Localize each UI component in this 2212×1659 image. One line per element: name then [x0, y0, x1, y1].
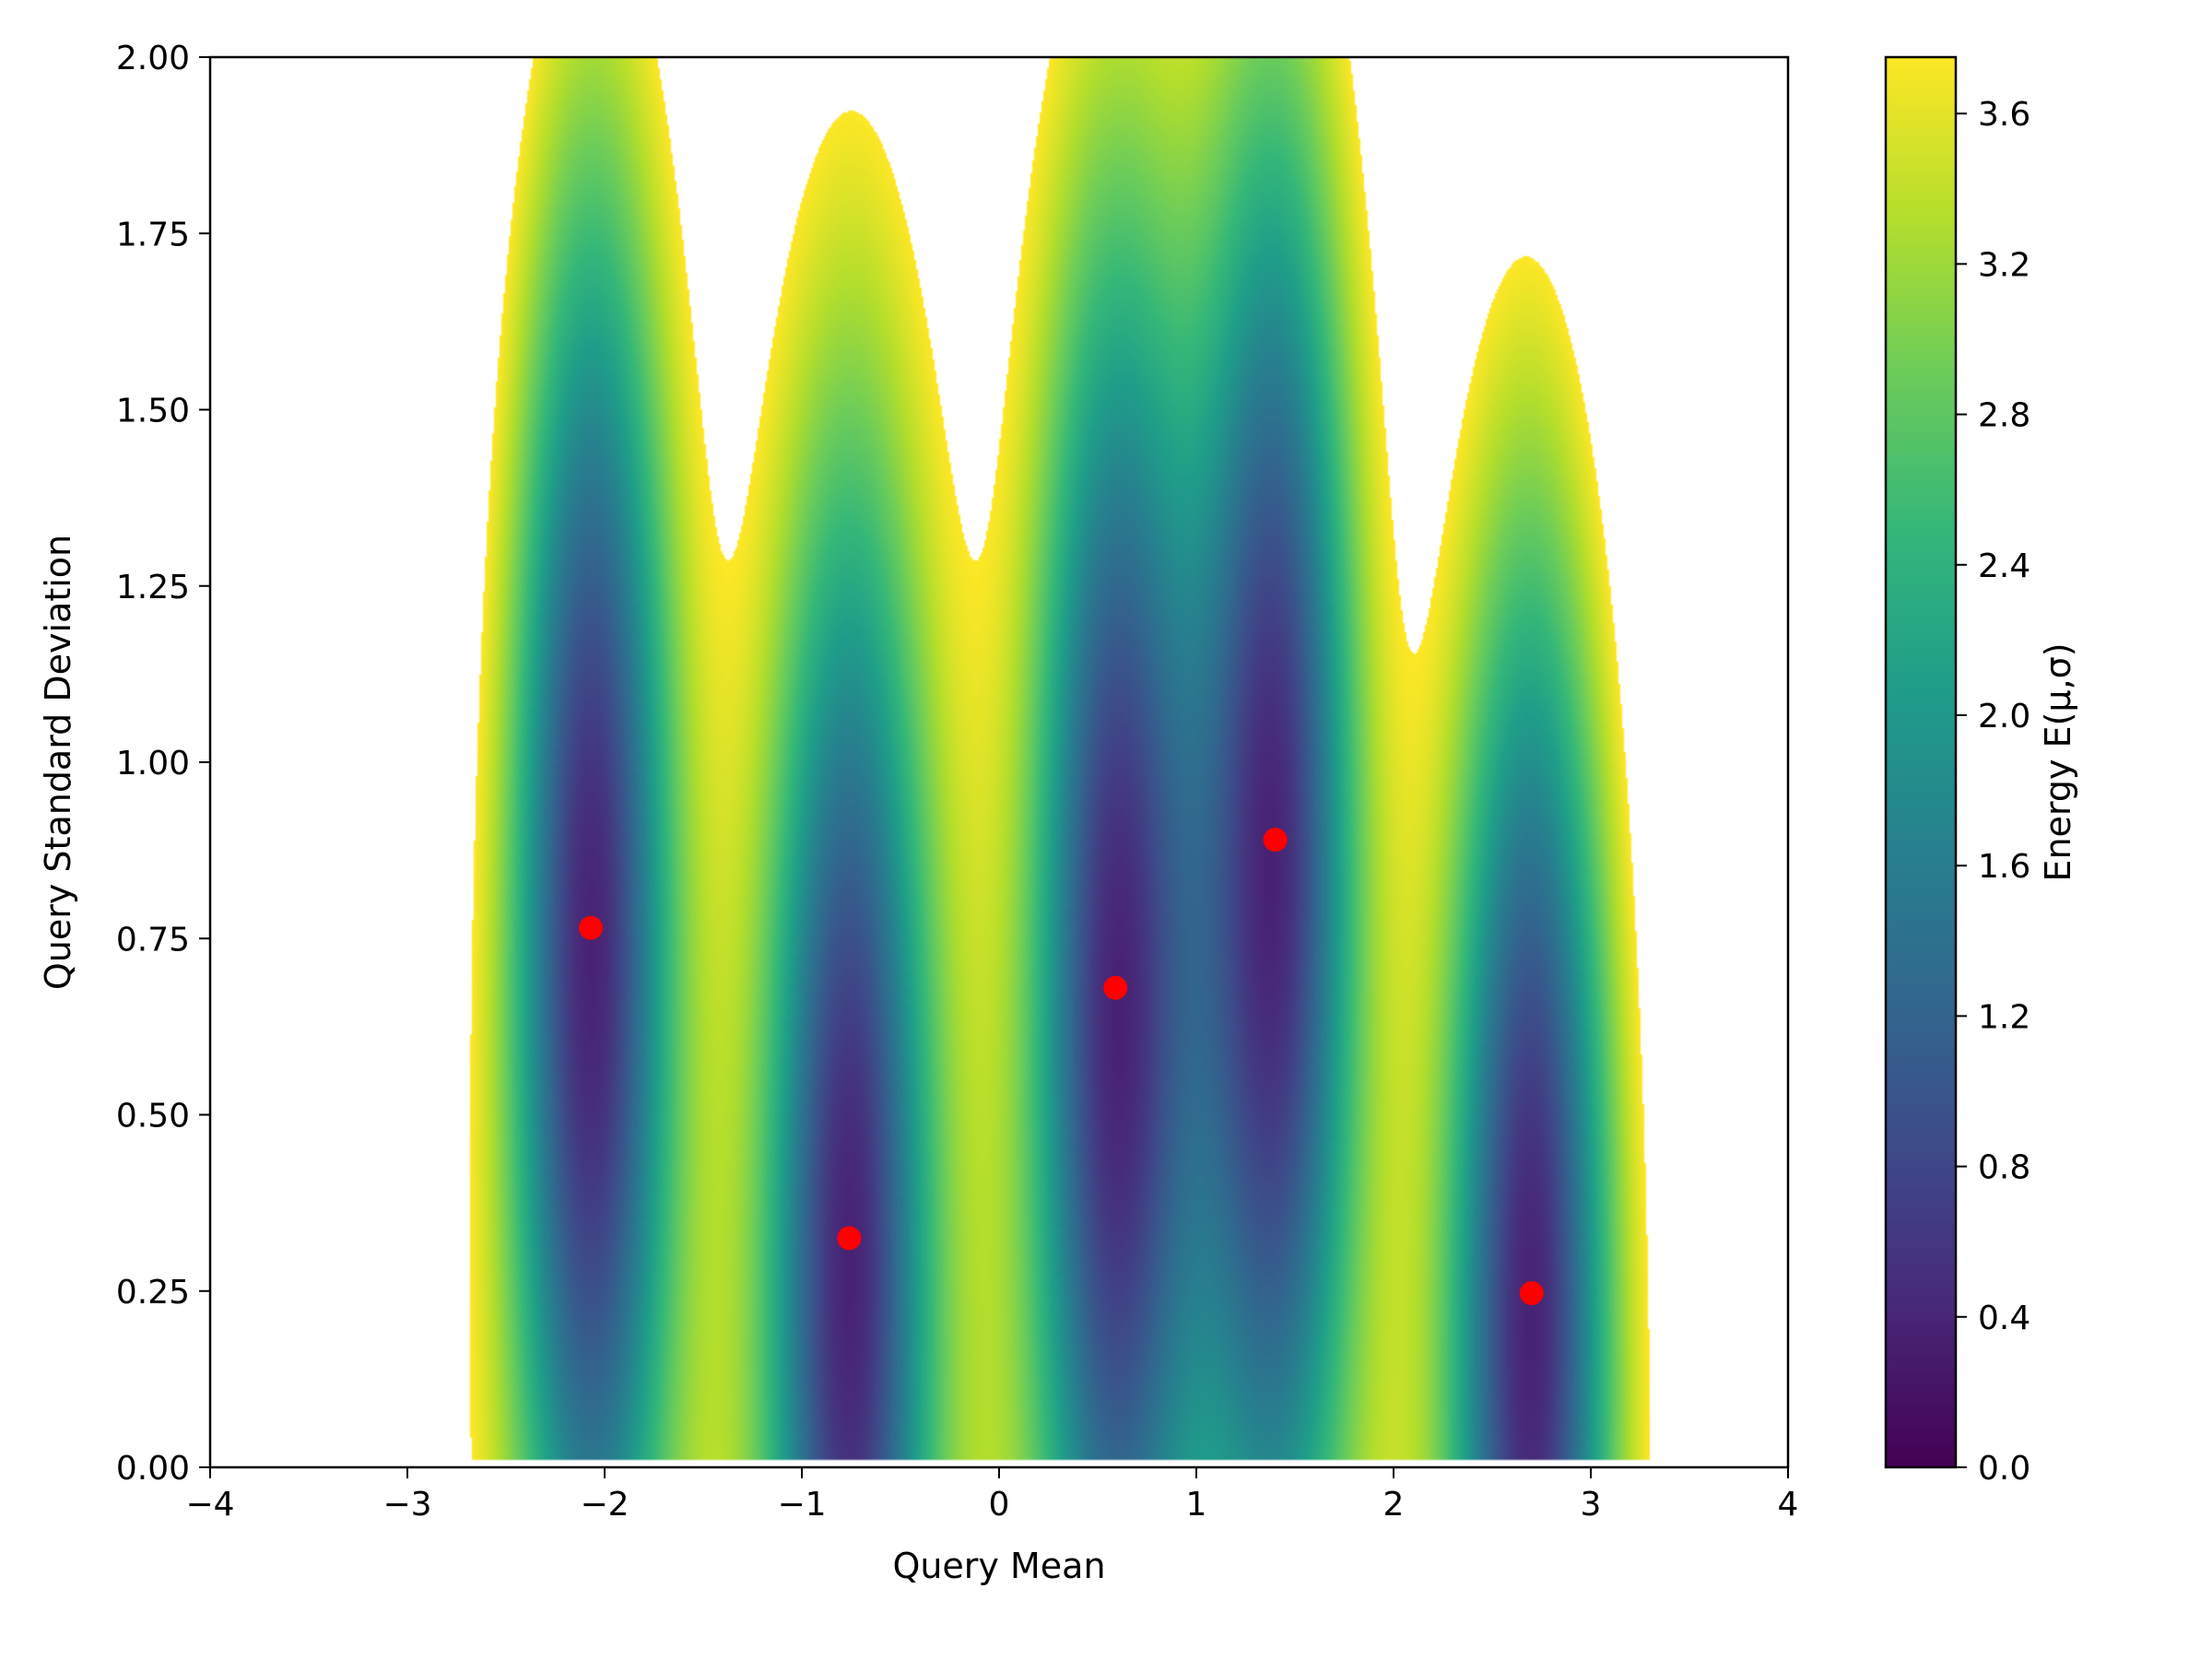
y-tick-label: 0.50 — [116, 1098, 190, 1135]
colorbar-label: Energy E(μ,σ) — [2038, 642, 2078, 881]
plot-frame — [208, 55, 1790, 1469]
minimum-point — [1103, 975, 1128, 1000]
x-tick-label: 1 — [1186, 1486, 1207, 1524]
colorbar-tick-label: 3.2 — [1978, 246, 2030, 284]
y-tick-label: 1.50 — [116, 393, 190, 430]
x-tick-label: −1 — [777, 1486, 826, 1524]
x-tick-label: 3 — [1581, 1486, 1602, 1524]
x-axis-label: Query Mean — [892, 1546, 1105, 1586]
y-tick-label: 0.25 — [116, 1274, 190, 1312]
x-tick-label: 0 — [989, 1486, 1010, 1524]
x-tick-label: −4 — [185, 1486, 234, 1524]
colorbar-tick-label: 0.4 — [1978, 1300, 2030, 1337]
y-tick-label: 1.75 — [116, 216, 190, 253]
x-tick-label: 2 — [1383, 1486, 1405, 1524]
y-tick-label: 2.00 — [116, 40, 190, 77]
x-axis-ticks: −4 −3 −2 −1 0 1 2 3 4 — [185, 1467, 1798, 1524]
colorbar-tick-label: 2.0 — [1978, 698, 2030, 735]
colorbar-tick-label: 2.8 — [1978, 397, 2030, 435]
colorbar-ticks: 0.0 0.4 0.8 1.2 1.6 2.0 2.4 2.8 3.2 3.6 — [1956, 96, 2030, 1488]
colorbar-tick-label: 1.6 — [1978, 848, 2030, 886]
colorbar-tick-label: 3.6 — [1978, 96, 2030, 134]
colorbar-gradient — [1886, 57, 1956, 1467]
y-axis-label: Query Standard Deviation — [38, 535, 78, 990]
minimum-point — [1263, 828, 1288, 853]
colorbar-tick-label: 1.2 — [1978, 998, 2030, 1036]
x-tick-label: 4 — [1778, 1486, 1799, 1524]
minimum-point — [1519, 1281, 1544, 1306]
x-tick-label: −2 — [580, 1486, 629, 1524]
colorbar-tick-label: 0.0 — [1978, 1450, 2030, 1488]
minimum-point — [837, 1226, 862, 1251]
energy-heatmap — [210, 57, 1788, 1467]
y-tick-label: 0.00 — [116, 1450, 190, 1488]
y-tick-label: 1.25 — [116, 569, 190, 606]
colorbar-tick-label: 2.4 — [1978, 547, 2030, 585]
colorbar-frame — [1884, 55, 1958, 1469]
y-tick-label: 1.00 — [116, 745, 190, 782]
minima-points — [579, 828, 1544, 1306]
y-axis-ticks: 0.00 0.25 0.50 0.75 1.00 1.25 1.50 1.75 2.00 — [116, 40, 210, 1488]
x-tick-label: −3 — [382, 1486, 431, 1524]
colorbar-tick-label: 0.8 — [1978, 1149, 2030, 1187]
minimum-point — [579, 915, 604, 940]
y-tick-label: 0.75 — [116, 921, 190, 959]
